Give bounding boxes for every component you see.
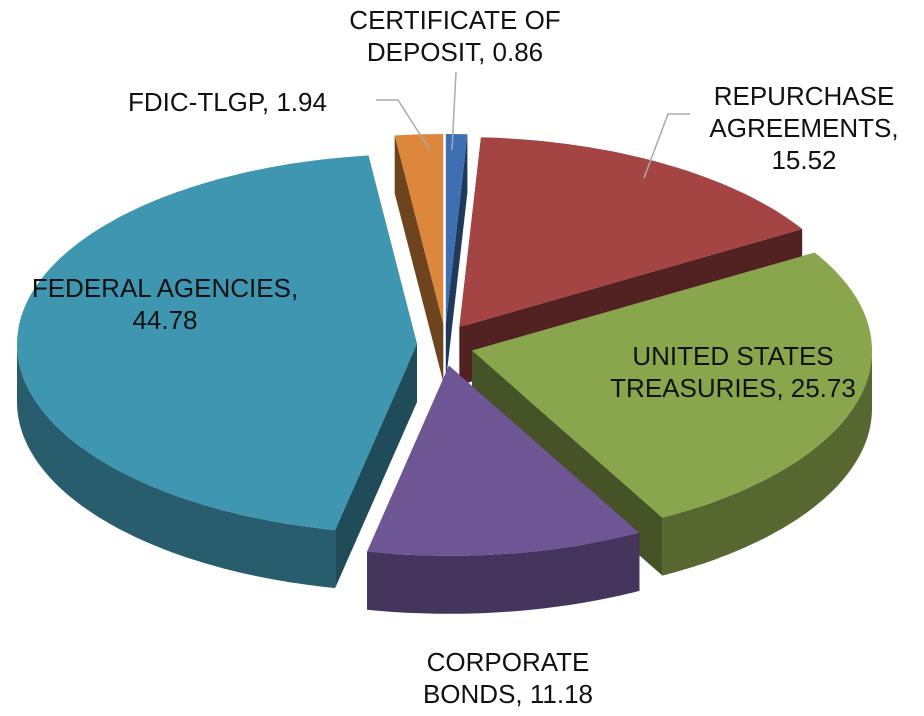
data-label: UNITED STATES TREASURIES, 25.73 [610, 341, 856, 403]
slice [459, 137, 803, 327]
leader-line [451, 71, 457, 151]
pie [17, 134, 872, 614]
data-label: CORPORATE BONDS, 11.18 [422, 647, 594, 709]
leader-line [376, 99, 431, 151]
data-label: FEDERAL AGENCIES, 44.78 [31, 273, 299, 335]
leader-line [643, 113, 690, 179]
slice-side [394, 135, 444, 382]
slice [367, 365, 640, 556]
slice-side [445, 134, 468, 382]
slice-wall [17, 344, 336, 589]
slice [17, 155, 417, 531]
data-label: REPURCHASE AGREEMENTS, 15.52 [709, 81, 899, 175]
data-label: FDIC-TLGP, 1.94 [128, 87, 327, 117]
data-label: CERTIFICATE OF DEPOSIT, 0.86 [349, 5, 561, 67]
slice [445, 134, 468, 324]
slice [394, 134, 444, 324]
slice [472, 252, 872, 518]
slice-wall [367, 532, 640, 614]
slice-side [335, 344, 417, 589]
slice-wall [662, 350, 872, 576]
